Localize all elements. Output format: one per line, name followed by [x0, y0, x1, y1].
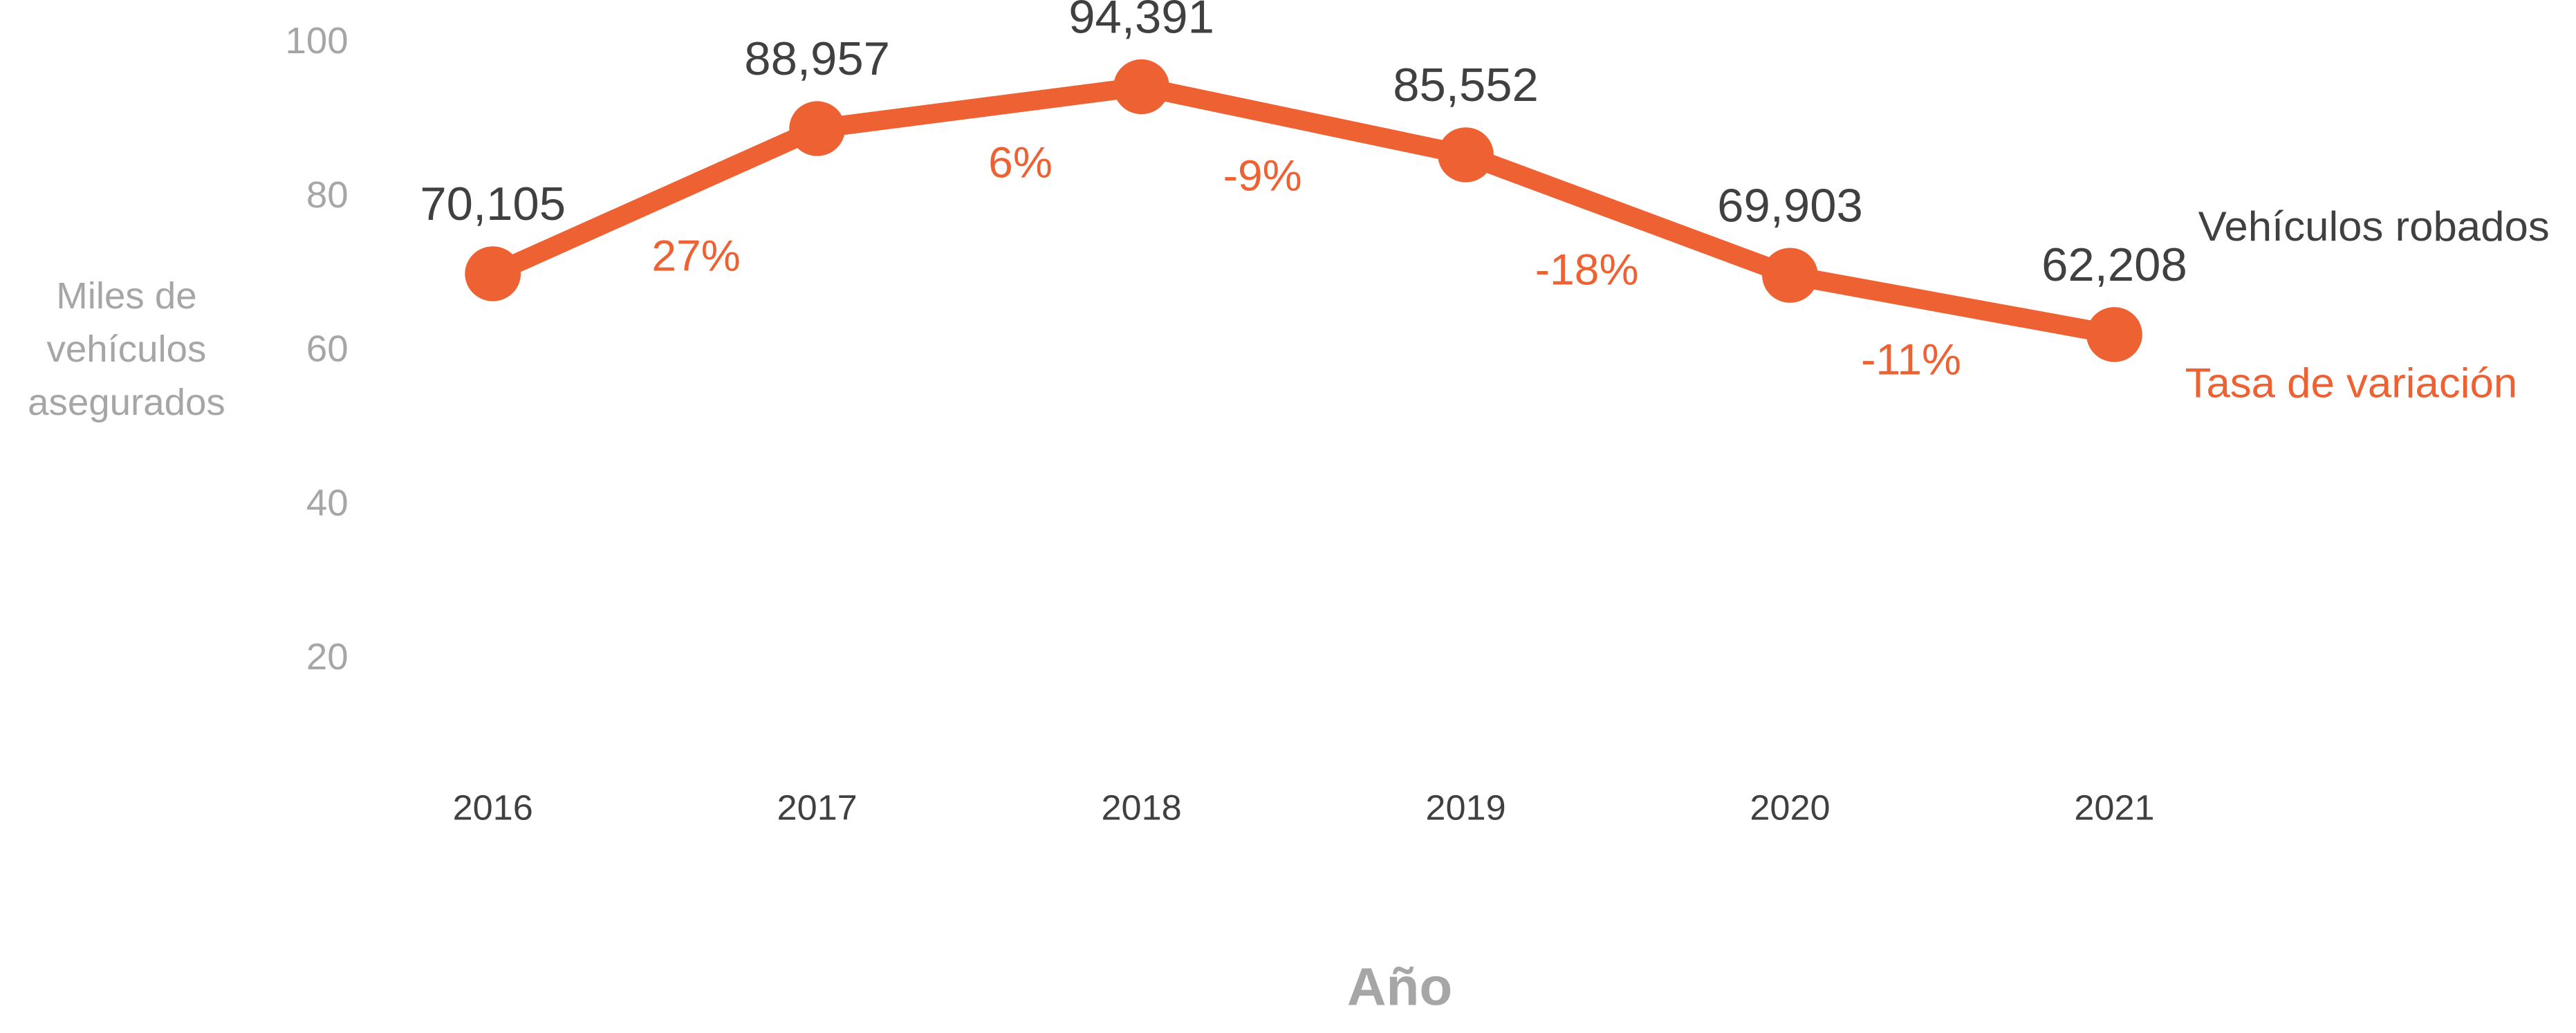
data-point	[1762, 248, 1818, 303]
rate-label: -18%	[1535, 245, 1639, 294]
y-axis-title: vehículos	[47, 329, 207, 370]
y-tick-label: 60	[306, 328, 349, 369]
x-tick-label: 2018	[1101, 788, 1181, 827]
data-label: 70,105	[420, 178, 566, 230]
rate-label: -9%	[1223, 151, 1302, 200]
legend-label: Vehículos robados	[2198, 203, 2550, 250]
data-label: 85,552	[1393, 59, 1539, 111]
y-axis-title: asegurados	[28, 382, 225, 423]
x-axis-title: Año	[1347, 958, 1452, 1016]
data-label: 88,957	[744, 33, 890, 85]
y-tick-label: 100	[285, 21, 348, 62]
data-label: 62,208	[2041, 239, 2187, 291]
y-tick-label: 80	[306, 174, 349, 215]
data-point	[789, 101, 846, 156]
data-point	[1438, 127, 1494, 183]
data-point	[465, 246, 521, 301]
series-line	[488, 77, 2117, 344]
x-tick-label: 2020	[1750, 788, 1830, 827]
data-label: 94,391	[1068, 0, 1214, 44]
data-point	[1113, 59, 1169, 115]
rate-label: 6%	[988, 138, 1053, 187]
y-axis-title: Miles de	[56, 275, 196, 316]
x-tick-label: 2017	[777, 788, 858, 827]
y-tick-label: 20	[306, 636, 349, 677]
data-point	[2086, 307, 2142, 362]
x-tick-label: 2016	[453, 788, 533, 827]
rate-legend: Tasa de variación	[2185, 360, 2518, 406]
rate-label: -11%	[1861, 335, 1961, 384]
x-tick-label: 2021	[2074, 788, 2154, 827]
x-tick-label: 2019	[1425, 788, 1505, 827]
rate-label: 27%	[651, 232, 740, 280]
data-label: 69,903	[1717, 180, 1863, 232]
y-tick-label: 40	[306, 483, 349, 523]
